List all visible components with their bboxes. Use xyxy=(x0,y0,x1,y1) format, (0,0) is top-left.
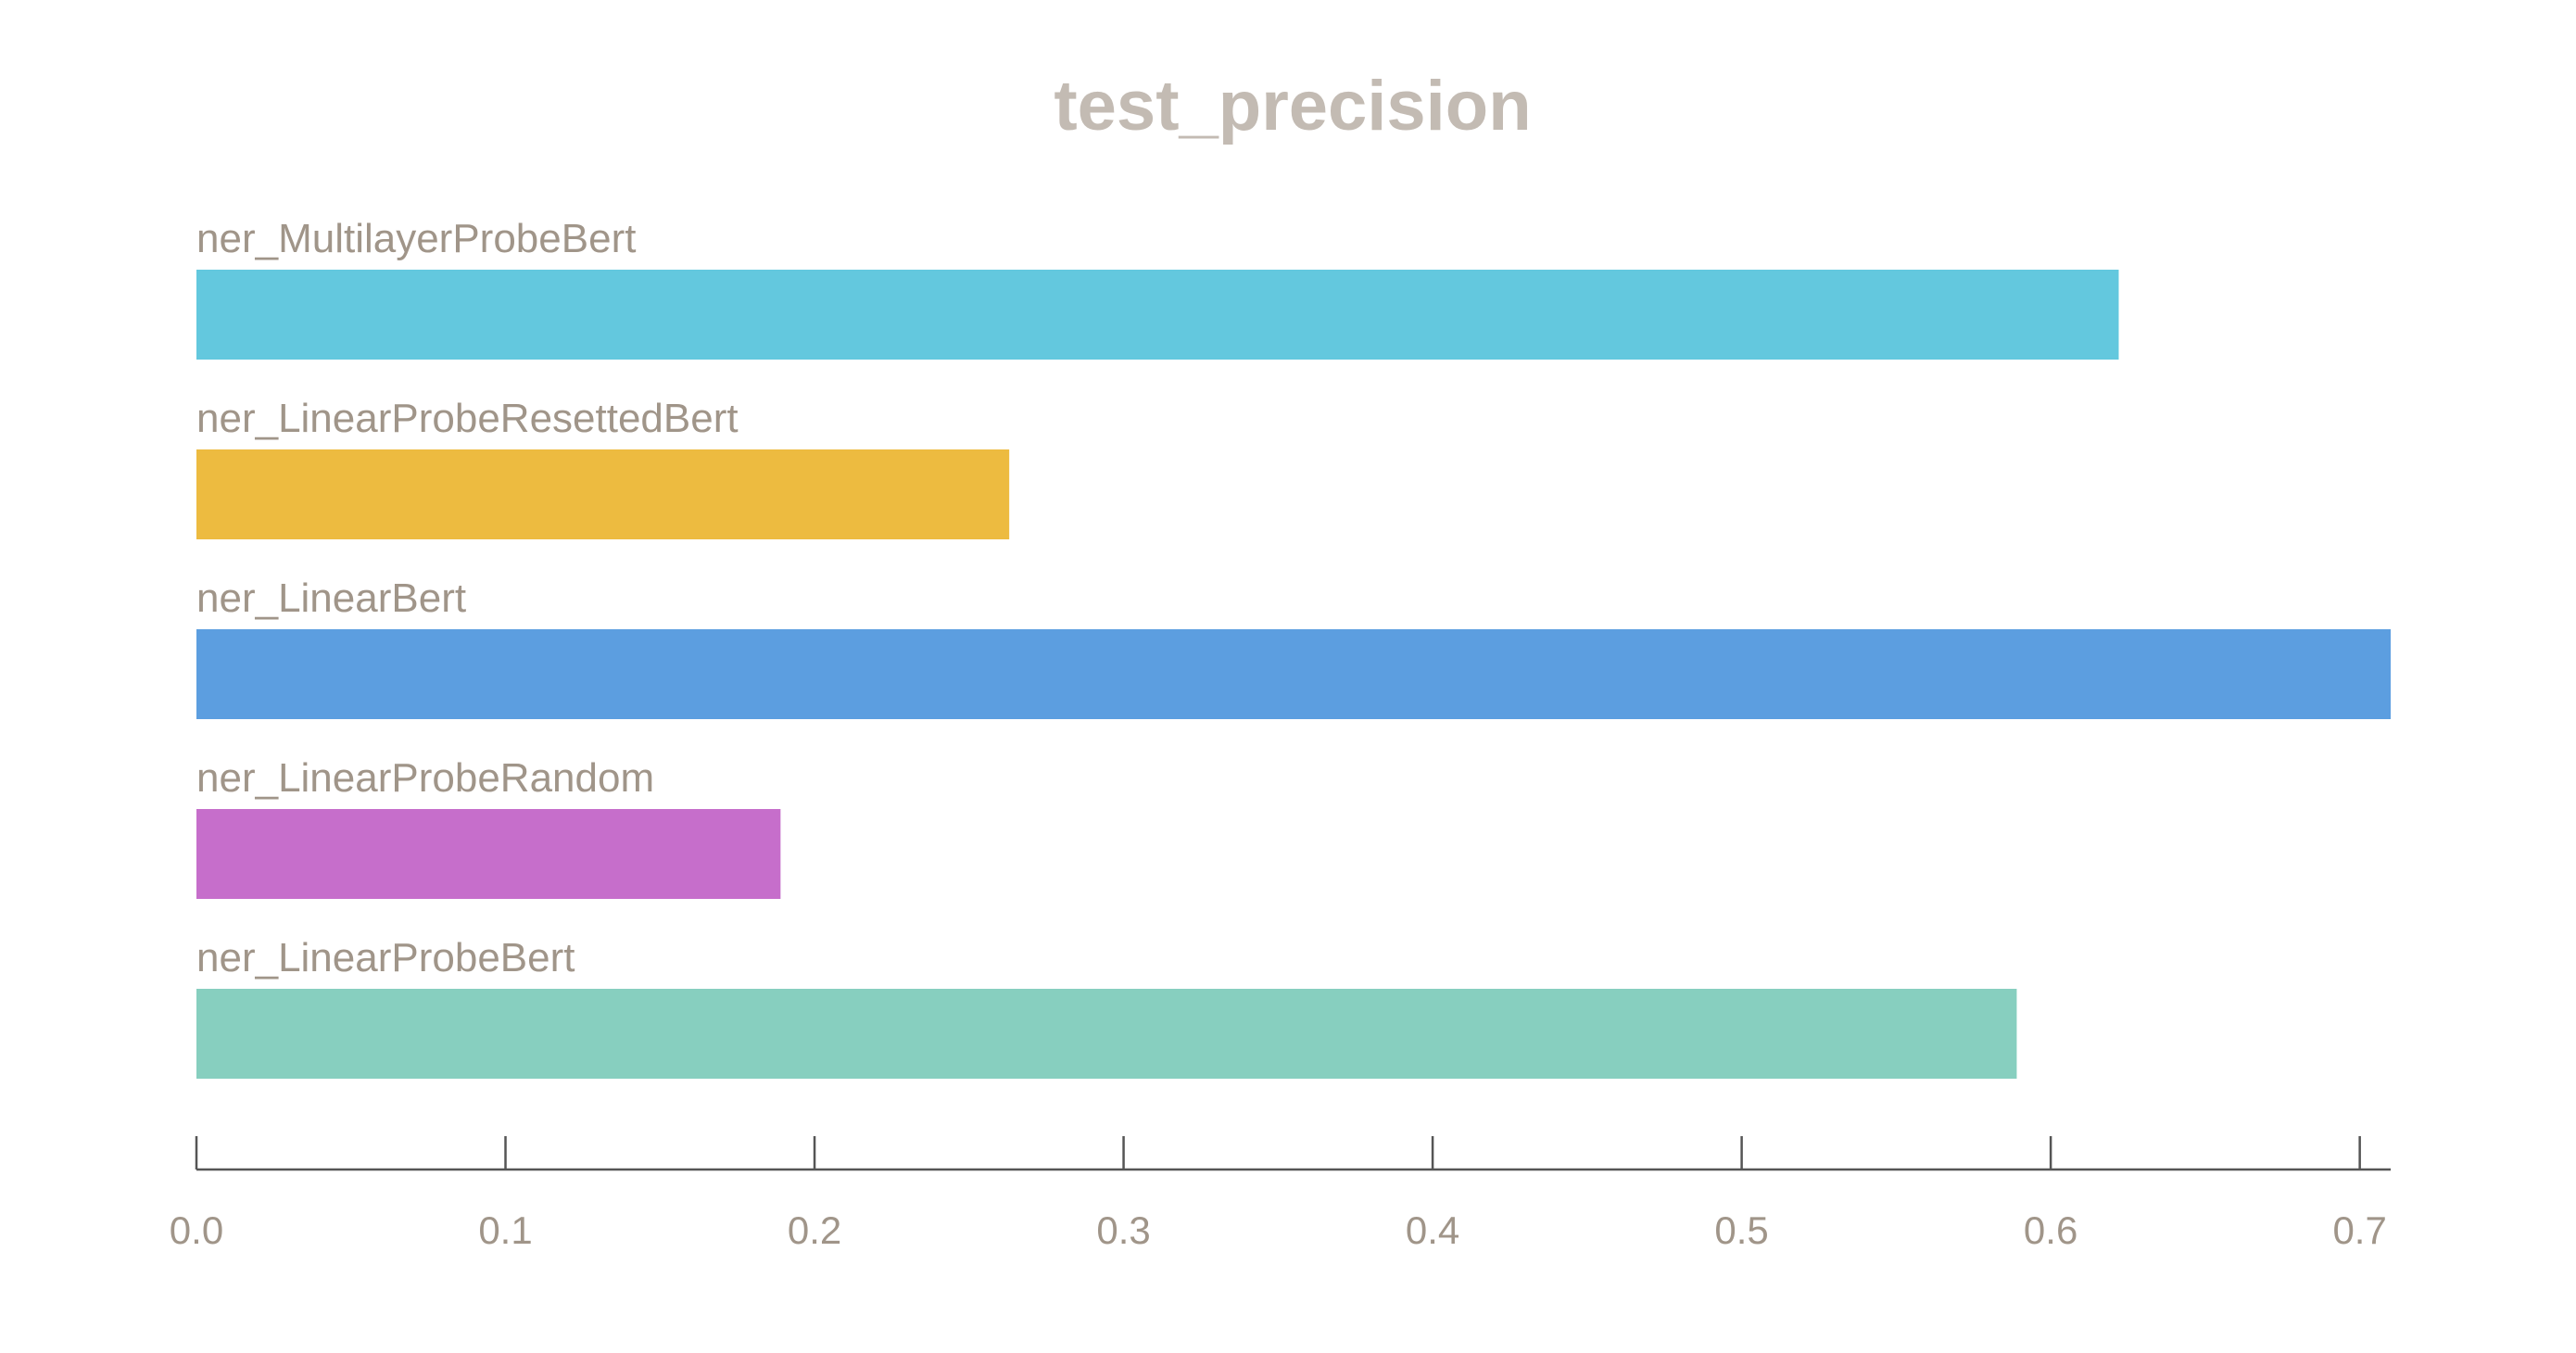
bar-label: ner_LinearProbeResettedBert xyxy=(196,396,739,441)
bar[interactable] xyxy=(196,629,2391,719)
x-axis: 0.0 0.1 0.2 0.3 0.4 0.5 0.6 0.7 xyxy=(170,1136,2391,1252)
bar[interactable] xyxy=(196,989,2017,1079)
x-tick-label: 0.6 xyxy=(2024,1208,2077,1252)
bar-label: ner_LinearBert xyxy=(196,575,466,621)
x-tick-label: 0.1 xyxy=(478,1208,532,1252)
x-tick-label: 0.2 xyxy=(788,1208,841,1252)
bar[interactable] xyxy=(196,270,2119,360)
bars-group: ner_MultilayerProbeBert ner_LinearProbeRe… xyxy=(196,216,2391,1079)
x-tick-label: 0.0 xyxy=(170,1208,223,1252)
chart-title: test_precision xyxy=(1054,67,1531,145)
x-tick-label: 0.4 xyxy=(1406,1208,1459,1252)
bar[interactable] xyxy=(196,809,781,899)
bar-label: ner_LinearProbeRandom xyxy=(196,755,654,801)
x-tick-label: 0.5 xyxy=(1714,1208,1768,1252)
x-tick-label: 0.7 xyxy=(2332,1208,2386,1252)
bar-label: ner_LinearProbeBert xyxy=(196,935,575,980)
bar[interactable] xyxy=(196,449,1010,539)
bar-label: ner_MultilayerProbeBert xyxy=(196,216,636,261)
x-tick-label: 0.3 xyxy=(1096,1208,1150,1252)
